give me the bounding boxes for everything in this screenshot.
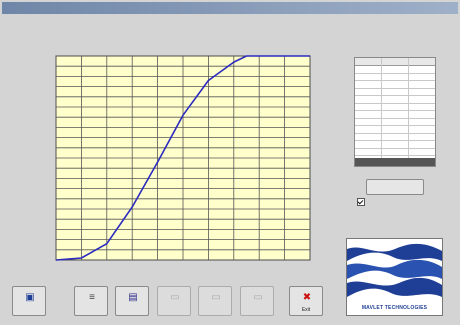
table-row-divider <box>355 147 435 149</box>
user-parameters-button[interactable] <box>366 179 424 195</box>
table-column-divider <box>381 58 382 158</box>
table-row-divider <box>355 140 435 141</box>
exit-icon: ✖ <box>302 292 312 303</box>
company-logo: MAVLET TECHNOLOGIES <box>346 238 443 316</box>
blank-icon: ▭ <box>170 292 180 303</box>
cdf-curve <box>55 55 310 261</box>
save-icon: ▤ <box>128 292 138 303</box>
tool-button-4[interactable]: ▭ <box>157 286 191 316</box>
tool-button-6[interactable]: ▭ <box>240 286 274 316</box>
toolbar-button-label: Exit <box>301 307 311 313</box>
title-bar[interactable] <box>2 2 458 14</box>
table-header <box>355 58 435 66</box>
wave-logo-graphic <box>347 239 442 315</box>
blank-icon: ▭ <box>211 292 221 303</box>
table-row-divider <box>355 155 435 156</box>
table-row-divider <box>355 102 435 104</box>
table-row-divider <box>355 80 435 81</box>
table-row-divider <box>355 72 435 74</box>
table-row-divider <box>355 117 435 119</box>
new-graph-icon: ▣ <box>25 292 35 303</box>
table-row-divider <box>355 95 435 96</box>
data-icon: ≡ <box>89 292 95 303</box>
table-row-divider <box>355 125 435 126</box>
table-row-divider <box>355 132 435 134</box>
checkbox-row[interactable] <box>357 198 368 208</box>
data-table[interactable] <box>354 57 436 167</box>
checkbox[interactable] <box>357 198 365 206</box>
logo-text: MAVLET TECHNOLOGIES <box>361 305 428 311</box>
table-column-divider <box>408 58 409 158</box>
table-footer <box>355 158 435 166</box>
table-row-divider <box>355 87 435 89</box>
blank-icon: ▭ <box>253 292 263 303</box>
data-button[interactable]: ≡ <box>74 286 108 316</box>
new-graph-button[interactable]: ▣ <box>12 286 46 316</box>
exit-button[interactable]: ✖ Exit <box>289 286 323 316</box>
table-row-divider <box>355 110 435 111</box>
tool-button-5[interactable]: ▭ <box>198 286 232 316</box>
save-button[interactable]: ▤ <box>115 286 149 316</box>
